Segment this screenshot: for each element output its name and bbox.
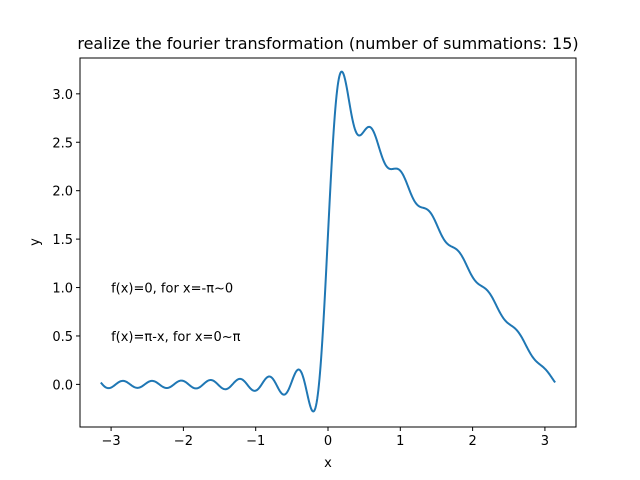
x-axis: −3 −2 −1 0 1 2 3 [102,427,549,449]
y-tick-label: 0.0 [52,378,73,393]
y-axis-label: y [28,238,43,246]
y-tick-label: 3.0 [52,88,73,103]
annotations: f(x)=0, for x=-π~0 f(x)=π-x, for x=0~π [111,282,241,345]
y-tick-label: 1.5 [52,233,73,248]
x-tick-label: 3 [541,434,549,449]
y-tick-label: 2.0 [52,185,73,200]
chart-title: realize the fourier transformation (numb… [77,34,578,53]
annotation-text: f(x)=π-x, for x=0~π [111,330,241,345]
x-tick-label: −3 [102,434,121,449]
x-tick-label: −2 [174,434,193,449]
y-tick-label: 2.5 [52,136,73,151]
x-tick-label: 1 [396,434,404,449]
plot-area [100,70,556,413]
annotation-text: f(x)=0, for x=-π~0 [111,282,233,297]
x-axis-label: x [324,456,332,471]
x-tick-label: 2 [468,434,476,449]
x-tick-label: 0 [324,434,332,449]
y-axis: 0.0 0.5 1.0 1.5 2.0 2.5 3.0 [52,88,80,393]
y-tick-label: 0.5 [52,330,73,345]
x-tick-label: −1 [246,434,265,449]
series-line [100,70,556,413]
y-tick-label: 1.0 [52,282,73,297]
